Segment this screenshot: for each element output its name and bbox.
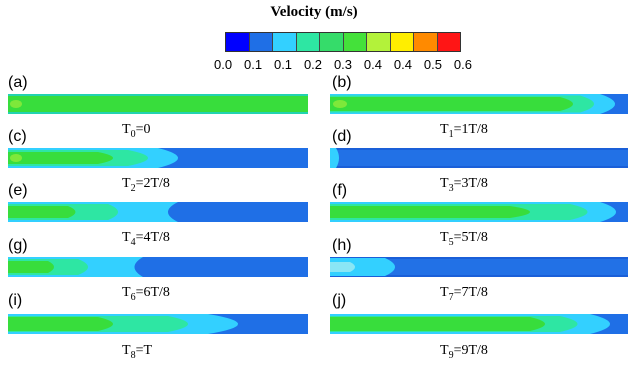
colorbar-tick: 0.1 [243, 57, 263, 72]
colorbar-swatch [414, 33, 438, 51]
colorbar-tick: 0.4 [363, 57, 382, 72]
time-label-d: T3=3T/8 [440, 176, 488, 194]
colorbar-tick: 0.5 [423, 57, 442, 72]
velocity-strip-b [330, 94, 628, 114]
time-label-j: T9=9T/8 [440, 343, 488, 361]
panel-label-g: (g) [8, 237, 28, 254]
time-label-f: T5=5T/8 [440, 230, 488, 248]
colorbar-tick: 0.2 [303, 57, 323, 72]
colorbar-swatch [343, 33, 367, 51]
colorbar-swatch [437, 33, 460, 51]
colorbar-swatch [367, 33, 391, 51]
velocity-strip-i [8, 314, 308, 334]
velocity-strip-h [330, 257, 628, 277]
velocity-strip-d [330, 148, 628, 168]
time-label-b: T1=1T/8 [440, 122, 488, 140]
panel-label-e: (e) [8, 182, 28, 199]
velocity-strip-e [8, 202, 308, 222]
time-label-a: T0=0 [122, 122, 151, 140]
time-label-g: T6=6T/8 [122, 285, 170, 303]
panel-label-f: (f) [332, 182, 348, 199]
time-label-i: T8=T [122, 343, 153, 361]
panel-label-b: (b) [332, 74, 352, 91]
legend-title: Velocity (m/s) [270, 4, 358, 20]
colorbar-tick: 0.3 [333, 57, 353, 72]
velocity-strip-f [330, 202, 628, 222]
colorbar-swatch [390, 33, 414, 51]
velocity-strip-c [8, 148, 308, 168]
colorbar-tick: 0.1 [273, 57, 293, 72]
colorbar-tick: 0.0 [214, 57, 233, 72]
colorbar-swatch [249, 33, 273, 51]
panel-label-a: (a) [8, 74, 28, 91]
colorbar-swatch [320, 33, 344, 51]
panel-label-d: (d) [332, 128, 352, 145]
panel-label-h: (h) [332, 237, 352, 254]
colorbar-swatch [226, 33, 250, 51]
colorbar [225, 32, 461, 52]
panel-label-i: (i) [8, 292, 23, 309]
time-label-c: T2=2T/8 [122, 176, 170, 194]
colorbar-ticks: 0.0 0.1 0.1 0.2 0.3 0.4 0.4 0.5 0.6 [214, 57, 472, 72]
colorbar-tick: 0.6 [453, 57, 472, 72]
colorbar-swatch [296, 33, 320, 51]
panel-label-j: (j) [332, 292, 347, 309]
velocity-strip-j [330, 314, 628, 334]
time-label-e: T4=4T/8 [122, 230, 170, 248]
velocity-strip-g [8, 257, 308, 277]
colorbar-tick: 0.4 [393, 57, 412, 72]
panel-label-c: (c) [8, 128, 27, 145]
velocity-strip-a [8, 94, 308, 114]
time-label-h: T7=7T/8 [440, 285, 488, 303]
colorbar-swatch [273, 33, 297, 51]
